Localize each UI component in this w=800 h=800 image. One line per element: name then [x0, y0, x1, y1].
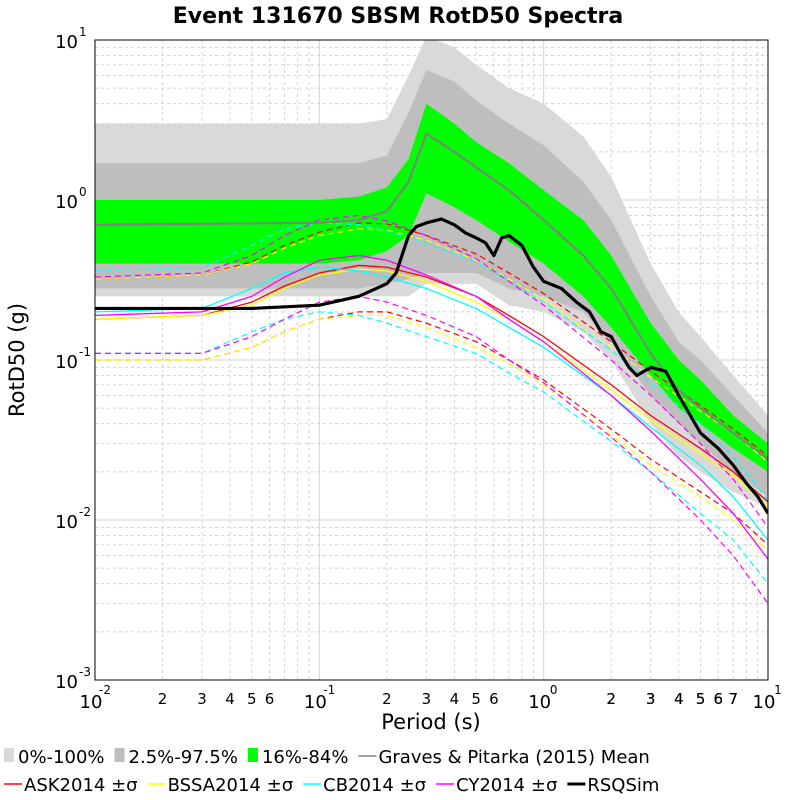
- y-tick-exponent: -1: [79, 345, 91, 359]
- series-cb2014-upper: [95, 222, 768, 501]
- legend-label-rsqsim: RSQSim: [587, 775, 659, 796]
- x-minor-tick-label: 5: [247, 690, 257, 708]
- x-tick-label: 10: [304, 692, 327, 713]
- x-tick-exponent: 1: [774, 683, 782, 697]
- x-minor-tick-label: 7: [728, 690, 738, 708]
- legend-label-bssa2014: BSSA2014 ±σ: [168, 775, 294, 796]
- series-cb2014: [95, 266, 768, 541]
- y-tick-exponent: -3: [79, 665, 91, 679]
- x-minor-tick-label: 4: [450, 690, 460, 708]
- y-tick-label: 10: [55, 32, 78, 53]
- x-minor-tick-label: 2: [382, 690, 392, 708]
- x-minor-tick-label: 2: [606, 690, 616, 708]
- x-minor-tick-label: 4: [674, 690, 684, 708]
- series-bssa2014: [95, 268, 768, 508]
- y-tick-exponent: -2: [79, 505, 91, 519]
- x-minor-tick-label: 3: [422, 690, 432, 708]
- band-16-84-: [95, 103, 768, 472]
- x-minor-tick-label: 3: [197, 690, 207, 708]
- legend-label-16-84: 16%-84%: [262, 747, 349, 768]
- series-bssa2014-upper: [95, 228, 768, 463]
- x-axis-label: Period (s): [381, 710, 480, 734]
- series-lines: [95, 132, 768, 605]
- x-minor-tick-label: 4: [674, 690, 684, 708]
- series-bssa2014-lower: [95, 314, 768, 551]
- x-minor-tick-label: 6: [265, 690, 275, 708]
- x-tick-exponent: -1: [323, 683, 335, 697]
- x-tick-label: 10: [753, 692, 776, 713]
- series-rsqsim: [95, 217, 768, 515]
- y-tick-exponent: 1: [79, 25, 87, 39]
- plot-frame: [94, 39, 769, 681]
- percentile-bands: [95, 40, 768, 508]
- chart-title: Event 131670 SBSM RotD50 Spectra: [173, 4, 624, 29]
- x-minor-tick-label: 5: [696, 690, 706, 708]
- y-tick-label: 10: [55, 192, 78, 213]
- x-minor-tick-label: 3: [646, 690, 656, 708]
- x-tick-label: 10: [528, 692, 551, 713]
- x-minor-tick-label: 6: [713, 690, 723, 708]
- y-axis-label: RotD50 (g): [5, 303, 29, 417]
- band-2-5-97-5-: [95, 69, 768, 497]
- x-minor-tick-label: 7: [728, 690, 738, 708]
- x-minor-tick-label: 6: [489, 690, 499, 708]
- legend-label-cy2014: CY2014 ±σ: [456, 775, 557, 796]
- x-minor-tick-label: 3: [646, 690, 656, 708]
- y-tick-label: 10: [55, 672, 78, 693]
- x-tick-exponent: -2: [99, 683, 111, 697]
- series-ask2014: [95, 264, 768, 503]
- y-tick-label: 10: [55, 352, 78, 373]
- y-tick-label: 10: [55, 512, 78, 533]
- legend-label-0-100: 0%-100%: [18, 747, 105, 768]
- series-cy2014: [95, 254, 768, 560]
- x-minor-tick-label: 2: [606, 690, 616, 708]
- y-tick-exponent: 0: [79, 185, 87, 199]
- x-tick-exponent: 0: [550, 683, 558, 697]
- band-0-100-: [95, 40, 768, 508]
- legend-label-ask2014: ASK2014 ±σ: [24, 775, 138, 796]
- x-minor-tick-label: 5: [696, 690, 706, 708]
- legend: 0%-100% 2.5%-97.5% 16%-84% Graves & Pitarka…: [4, 747, 659, 796]
- legend-swatch-2-5-97-5: [114, 748, 125, 762]
- series-graves-pitarka-2015-mean: [95, 132, 768, 460]
- x-tick-label: 10: [80, 692, 103, 713]
- x-minor-tick-label: 5: [471, 690, 481, 708]
- legend-swatch-16-84: [247, 748, 258, 762]
- series-ask2014-lower: [95, 311, 768, 546]
- legend-label-2-5-97-5: 2.5%-97.5%: [129, 747, 238, 768]
- x-minor-tick-label: 6: [713, 690, 723, 708]
- series-cy2014-upper: [95, 214, 768, 528]
- x-minor-tick-label: 4: [225, 690, 235, 708]
- legend-label-graves-pitarka-2015-mean: Graves & Pitarka (2015) Mean: [378, 747, 649, 768]
- series-cy2014-lower: [95, 295, 768, 605]
- legend-label-cb2014: CB2014 ±σ: [323, 775, 426, 796]
- x-minor-tick-label: 2: [158, 690, 168, 708]
- legend-swatch-0-100: [4, 748, 14, 762]
